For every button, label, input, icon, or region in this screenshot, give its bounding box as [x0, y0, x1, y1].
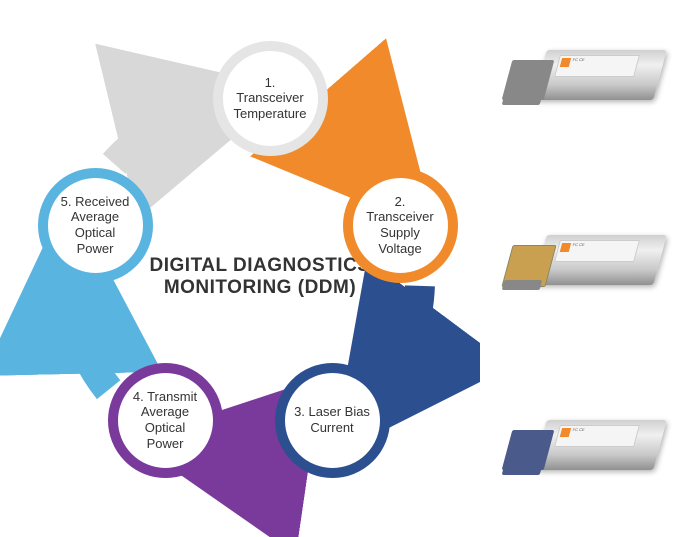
cycle-arrow-3	[220, 452, 277, 455]
cycle-arrow-4	[70, 284, 109, 390]
sfp-label-icon: FC CE	[554, 55, 640, 77]
cycle-node-5: 5. Received Average Optical Power	[38, 168, 153, 283]
cycle-arrow-5	[114, 110, 204, 164]
sfp-module-3: FC CE	[495, 400, 675, 490]
sfp-label-icon: FC CE	[554, 425, 640, 447]
sfp-label-icon: FC CE	[554, 240, 640, 262]
cycle-arrow-2	[385, 286, 420, 385]
product-images-column: FC CE FC CE FC CE	[495, 30, 685, 510]
sfp-module-1: FC CE	[495, 30, 675, 120]
sfp-latch-icon	[502, 95, 543, 105]
cycle-node-3: 3. Laser Bias Current	[275, 363, 390, 478]
sfp-latch-icon	[502, 280, 543, 290]
cycle-arrow-1	[331, 127, 378, 165]
cycle-node-4: 4. Transmit Average Optical Power	[108, 363, 223, 478]
sfp-module-2: FC CE	[495, 215, 675, 305]
sfp-latch-icon	[502, 465, 543, 475]
cycle-node-2: 2. Transceiver Supply Voltage	[343, 168, 458, 283]
cycle-node-1: 1. Transceiver Temperature	[213, 41, 328, 156]
cycle-diagram: DIGITAL DIAGNOSTICS MONITORING (DDM) 1. …	[0, 0, 480, 537]
